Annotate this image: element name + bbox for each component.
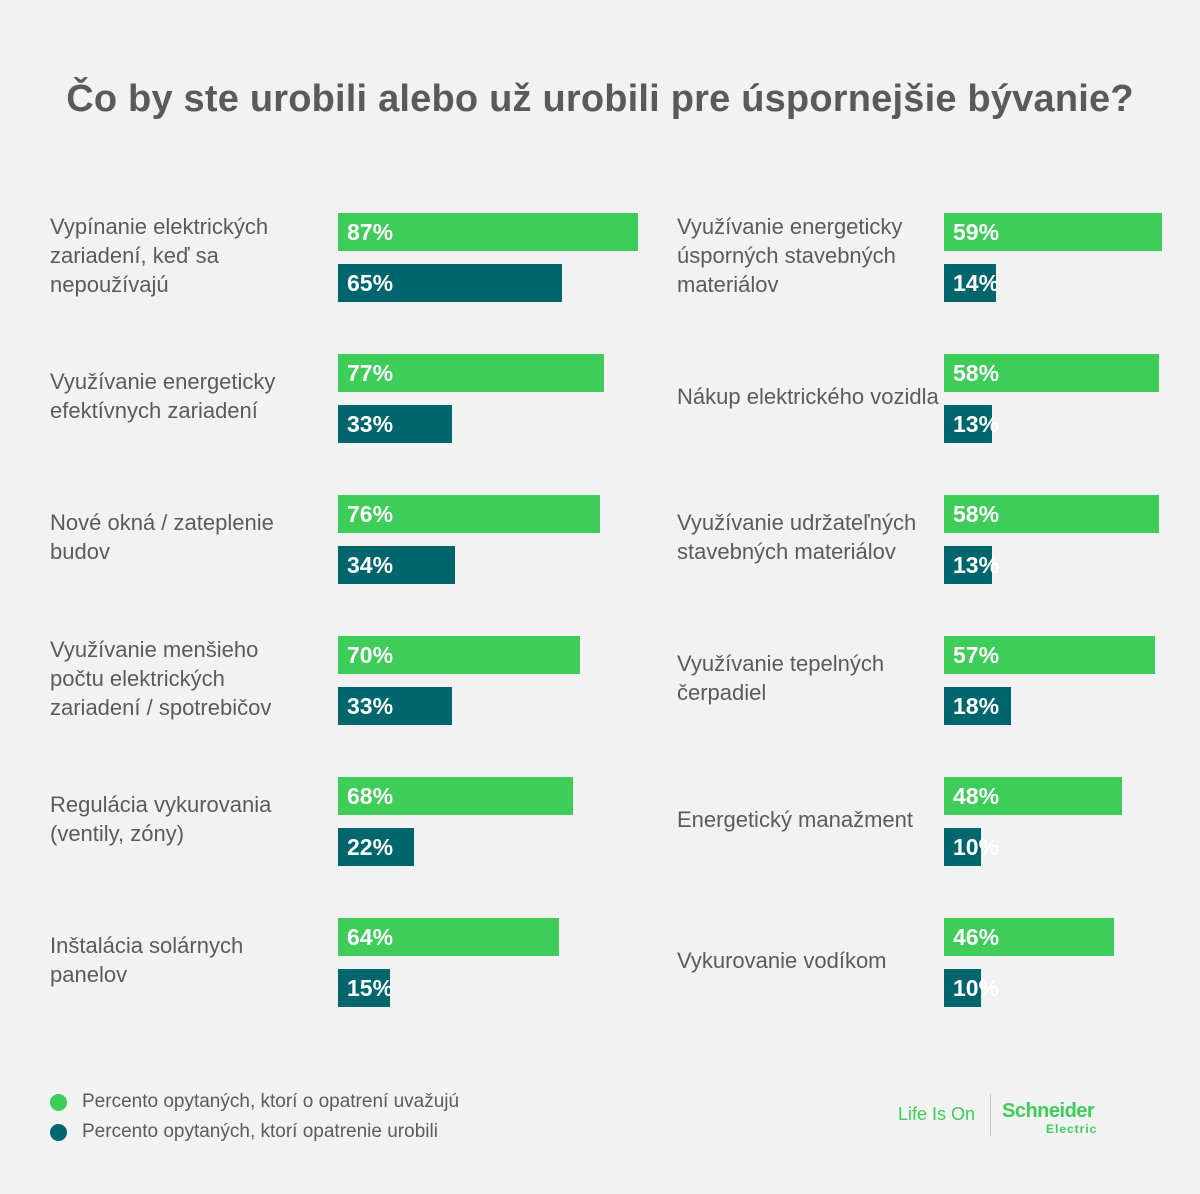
consider-bar: 59% (944, 213, 1163, 251)
done-bar-value: 34% (347, 552, 394, 578)
bar-group-label: Využívanie udržateľných stavebných mater… (677, 510, 917, 564)
done-bar-value: 13% (953, 552, 1000, 578)
bar-group: Vypínanie elektrických zariadení, keď sa… (50, 205, 639, 346)
bar-group: Využívanie energeticky efektívnych zaria… (50, 346, 630, 487)
bar-group-label: Využívanie tepelných čerpadiel (677, 651, 885, 705)
done-bar: 33% (338, 687, 452, 725)
done-bar: 15% (338, 969, 394, 1007)
bar-group: Energetický manažment 48% 10% (677, 769, 1200, 910)
consider-bar-value: 70% (347, 642, 394, 668)
legend: Percento opytaných, ktorí o opatrení uva… (50, 1087, 459, 1147)
bar-group-label: Vypínanie elektrických zariadení, keď sa… (50, 213, 269, 297)
bar-group-label: Využívanie menšieho počtu elektrických z… (50, 636, 272, 720)
legend-item-done: Percento opytaných, ktorí opatrenie urob… (50, 1117, 459, 1147)
consider-bar-value: 59% (953, 219, 1000, 245)
bar-group: Využívanie menšieho počtu elektrických z… (50, 628, 630, 769)
consider-bar-value: 64% (347, 924, 394, 950)
done-bar-value: 10% (953, 834, 1000, 860)
done-bar: 33% (338, 405, 452, 443)
schneider-logo: Life Is On Schneider Electric (898, 1092, 1128, 1138)
done-bar: 18% (944, 687, 1011, 725)
done-bar: 10% (944, 828, 999, 866)
consider-bar-value: 77% (347, 360, 394, 386)
done-bar-value: 14% (953, 270, 1000, 296)
consider-bar: 46% (944, 918, 1115, 956)
consider-bar-value: 48% (953, 783, 1000, 809)
consider-bar: 64% (338, 918, 559, 956)
bar-group: Využívanie tepelných čerpadiel 57% 18% (677, 628, 1200, 769)
done-bar: 10% (944, 969, 999, 1007)
consider-bar-value: 87% (347, 219, 394, 245)
done-bar-value: 65% (347, 270, 394, 296)
consider-bar: 77% (338, 354, 604, 392)
bar-group-label: Vykurovanie vodíkom (677, 947, 887, 973)
done-bar-value: 22% (347, 834, 394, 860)
bar-group-label: Využívanie energeticky úsporných stavebn… (677, 213, 903, 297)
done-bar: 13% (944, 546, 999, 584)
bar-group: Inštalácia solárnych panelov 64% 15% (50, 910, 630, 1051)
consider-bar-value: 57% (953, 642, 1000, 668)
bar-group-label: Inštalácia solárnych panelov (50, 933, 244, 987)
done-bar: 34% (338, 546, 456, 584)
logo-tagline: Life Is On (898, 1104, 976, 1124)
done-bar-value: 10% (953, 975, 1000, 1001)
consider-bar-value: 58% (953, 501, 1000, 527)
done-bar: 65% (338, 264, 563, 302)
logo-brand: Schneider (1002, 1100, 1095, 1122)
bar-group: Nákup elektrického vozidla 58% 13% (677, 346, 1200, 487)
consider-bar: 58% (944, 495, 1159, 533)
done-bar: 22% (338, 828, 414, 866)
legend-label-done: Percento opytaných, ktorí opatrenie urob… (82, 1121, 438, 1142)
done-bar-value: 18% (953, 693, 1000, 719)
done-bar-value: 33% (347, 693, 394, 719)
consider-bar-value: 58% (953, 360, 1000, 386)
consider-bar-value: 46% (953, 924, 1000, 950)
consider-bar: 58% (944, 354, 1159, 392)
consider-bar: 48% (944, 777, 1122, 815)
bar-group: Vykurovanie vodíkom 46% 10% (677, 910, 1200, 1051)
bar-group-label: Energetický manažment (677, 806, 913, 832)
right-column: Využívanie energeticky úsporných stavebn… (677, 205, 1200, 1051)
done-bar: 13% (944, 405, 999, 443)
done-bar: 14% (944, 264, 1000, 302)
left-column: Vypínanie elektrických zariadení, keď sa… (50, 205, 639, 1051)
consider-bar: 57% (944, 636, 1155, 674)
bar-group: Využívanie udržateľných stavebných mater… (677, 487, 1200, 628)
legend-dot-done (50, 1123, 67, 1141)
bar-group-label: Regulácia vykurovania (ventily, zóny) (50, 792, 272, 846)
chart-title: Čo by ste urobili alebo už urobili pre ú… (66, 78, 1134, 120)
legend-label-consider: Percento opytaných, ktorí o opatrení uva… (82, 1091, 460, 1112)
legend-item-consider: Percento opytaných, ktorí o opatrení uva… (50, 1087, 459, 1117)
consider-bar-value: 68% (347, 783, 394, 809)
consider-bar: 70% (338, 636, 580, 674)
bar-group: Regulácia vykurovania (ventily, zóny) 68%… (50, 769, 630, 910)
consider-bar: 68% (338, 777, 573, 815)
bar-group-label: Nové okná / zateplenie budov (50, 510, 274, 564)
done-bar-value: 15% (347, 975, 394, 1001)
bar-group: Nové okná / zateplenie budov 76% 34% (50, 487, 630, 628)
done-bar-value: 33% (347, 411, 394, 437)
consider-bar-value: 76% (347, 501, 394, 527)
consider-bar: 87% (338, 213, 639, 251)
bar-group-label: Využívanie energeticky efektívnych zaria… (50, 369, 276, 423)
bar-group: Využívanie energeticky úsporných stavebn… (677, 205, 1200, 346)
done-bar-value: 13% (953, 411, 1000, 437)
legend-dot-consider (50, 1093, 67, 1111)
logo-brand-sub: Electric (1046, 1122, 1098, 1136)
consider-bar: 76% (338, 495, 601, 533)
bar-group-label: Nákup elektrického vozidla (677, 383, 939, 409)
logo-divider (990, 1094, 991, 1136)
